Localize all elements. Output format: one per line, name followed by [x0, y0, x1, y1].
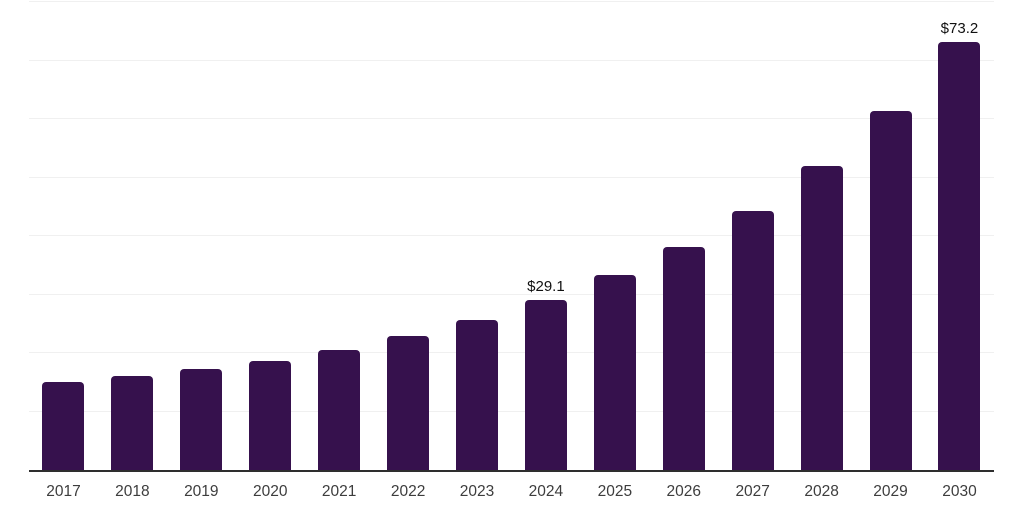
x-tick-2028: 2028 — [804, 483, 839, 500]
x-tick-2029: 2029 — [873, 483, 908, 500]
bar-slot-2029 — [856, 2, 925, 470]
gridline-30 — [29, 293, 994, 295]
bar-slot-2021 — [305, 2, 374, 470]
x-tick-2019: 2019 — [184, 483, 219, 500]
bar-value-label-2024: $29.1 — [527, 277, 565, 295]
bar-slot-2027 — [718, 2, 787, 470]
bar-2017 — [42, 382, 85, 470]
x-tick-2020: 2020 — [252, 483, 288, 500]
x-tick-2024: 2024 — [528, 483, 564, 500]
bar-slot-2017 — [29, 2, 98, 470]
gridline-60 — [29, 118, 994, 119]
bar-slot-2030: $73.2 — [925, 2, 994, 470]
gridline-20 — [29, 352, 994, 353]
bar-2022 — [387, 336, 430, 470]
bar-slot-2026 — [649, 2, 718, 470]
plot-area: $29.1 $73.2 — [29, 1, 994, 472]
bar-2023 — [455, 320, 498, 470]
x-tick-2030: 2030 — [942, 483, 977, 500]
gridline-50 — [29, 176, 994, 178]
bar-slot-2024: $29.1 — [511, 2, 580, 470]
bar-2026 — [662, 246, 705, 470]
bar-slot-2022 — [374, 2, 443, 470]
bar-2020 — [249, 361, 292, 470]
bar-2027 — [731, 210, 774, 470]
x-tick-2027: 2027 — [735, 483, 770, 500]
bar-2030 — [938, 41, 981, 470]
x-tick-2018: 2018 — [115, 483, 150, 500]
x-tick-2023: 2023 — [459, 483, 495, 500]
bar-slot-2028 — [787, 2, 856, 470]
bar-value-label-2030: $73.2 — [940, 19, 979, 37]
bar-2029 — [869, 111, 912, 470]
x-tick-2017: 2017 — [46, 483, 81, 500]
bar-slot-2019 — [167, 2, 236, 470]
bar-slot-2023 — [443, 2, 512, 470]
bars-row: $29.1 $73.2 — [29, 2, 994, 470]
bar-2028 — [800, 166, 843, 470]
bar-2018 — [111, 376, 154, 470]
x-tick-2021: 2021 — [321, 483, 357, 500]
x-tick-2025: 2025 — [597, 483, 633, 500]
bar-2021 — [318, 350, 361, 470]
bar-slot-2018 — [98, 2, 167, 470]
gridline-80 — [29, 1, 994, 2]
x-axis: 2017 2018 2019 2020 2021 2022 2023 2024 2025 2026… — [29, 472, 994, 510]
x-tick-2026: 2026 — [666, 483, 701, 500]
bar-slot-2020 — [236, 2, 305, 470]
grid-layer — [29, 1, 994, 470]
bar-2019 — [180, 368, 223, 470]
gridline-70 — [29, 59, 994, 61]
bar-slot-2025 — [580, 2, 649, 470]
bar-2024 — [524, 299, 567, 470]
bar-2025 — [593, 275, 636, 470]
gridline-40 — [29, 235, 994, 236]
x-tick-2022: 2022 — [390, 483, 426, 500]
gridline-10 — [29, 410, 994, 412]
